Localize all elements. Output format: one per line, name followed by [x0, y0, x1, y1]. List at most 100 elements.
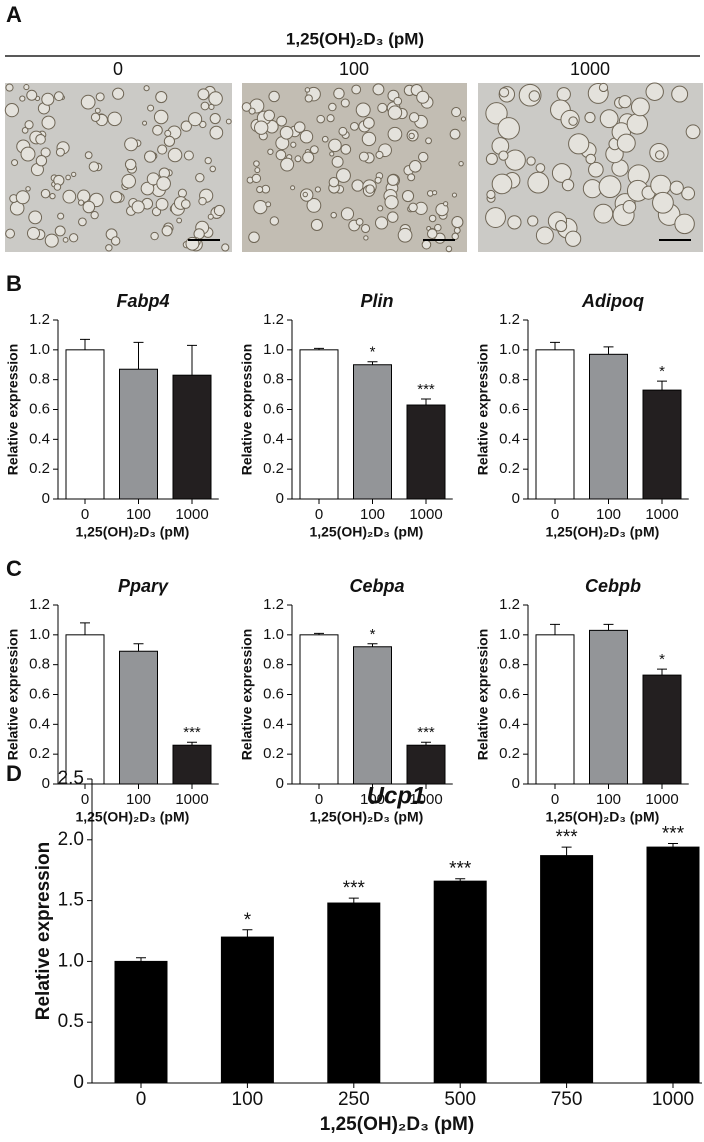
cell — [310, 145, 319, 154]
x-tick-label: 100 — [360, 791, 385, 808]
cell — [485, 207, 506, 228]
x-tick-label: 100 — [360, 506, 385, 523]
x-axis-label: 1,25(OH)₂D₃ (pM) — [75, 524, 189, 540]
cell — [275, 149, 287, 161]
cell — [669, 180, 684, 195]
cell — [598, 82, 609, 93]
cell — [225, 118, 232, 125]
chart-title: Ucp1 — [367, 782, 426, 809]
significance: * — [244, 910, 252, 931]
y-tick-label: 0.6 — [499, 400, 520, 417]
y-tick-label: 0.2 — [263, 460, 284, 477]
cell — [645, 82, 664, 101]
y-tick-label: 0 — [276, 775, 284, 792]
cell — [556, 87, 571, 102]
cell — [304, 87, 311, 93]
cell — [407, 173, 416, 182]
cell — [527, 171, 550, 194]
y-tick-label: 0 — [512, 775, 520, 792]
cell — [626, 113, 649, 135]
cell — [527, 215, 539, 227]
cell — [498, 150, 509, 161]
error-bar — [187, 741, 197, 746]
x-tick-label: 250 — [338, 1089, 370, 1110]
y-tick-label: 1.2 — [499, 596, 520, 613]
bar — [353, 646, 392, 785]
cell — [377, 205, 384, 212]
cell — [57, 212, 65, 220]
cell — [105, 244, 113, 252]
cell — [279, 125, 294, 140]
cell — [375, 216, 389, 230]
bar — [535, 634, 575, 785]
cell — [267, 148, 274, 155]
cell — [253, 200, 268, 215]
cell — [674, 213, 695, 235]
cell — [685, 124, 701, 140]
cell — [195, 172, 205, 183]
cell — [155, 197, 169, 211]
significance: *** — [556, 827, 579, 848]
cell — [584, 111, 596, 124]
cell — [361, 131, 377, 147]
bar — [642, 674, 682, 785]
error-bar — [133, 643, 144, 652]
cell — [110, 190, 123, 204]
x-axis-label: 1,25(OH)₂D₃ (pM) — [320, 1114, 474, 1135]
cell — [167, 147, 183, 163]
cell — [53, 91, 64, 102]
cell — [65, 174, 71, 181]
x-tick-label: 0 — [81, 506, 89, 523]
bar — [114, 960, 168, 1084]
y-tick-label: 1.5 — [58, 890, 84, 911]
cell — [355, 102, 371, 118]
cell — [209, 113, 221, 125]
chart-title: Plin — [360, 291, 393, 311]
x-tick-label: 1000 — [175, 791, 208, 808]
cell — [24, 120, 34, 130]
cell — [25, 186, 31, 192]
y-tick-label: 0.2 — [499, 745, 520, 762]
error-bar — [421, 741, 431, 746]
cell — [351, 179, 364, 192]
cell — [251, 173, 262, 184]
cell — [374, 176, 382, 184]
cell — [80, 94, 96, 110]
cell — [241, 102, 252, 112]
cell — [310, 218, 323, 232]
significance: * — [370, 626, 376, 643]
cell — [485, 102, 508, 125]
y-axis-label: Relative expression — [33, 842, 54, 1020]
cell — [321, 135, 329, 143]
x-tick-label: 1000 — [645, 506, 678, 523]
cell — [485, 152, 498, 165]
cell — [204, 156, 212, 165]
cell — [21, 127, 29, 134]
cell — [112, 87, 125, 100]
panel-label: B — [6, 271, 22, 296]
error-bar — [80, 338, 90, 350]
error-bar — [455, 878, 466, 882]
cell — [460, 116, 467, 122]
y-tick-label: 0 — [42, 775, 50, 792]
error-bar — [242, 929, 253, 938]
cell — [401, 189, 415, 203]
cell — [213, 204, 225, 217]
y-tick-label: 0 — [73, 1072, 84, 1093]
y-tick-label: 0 — [512, 490, 520, 507]
y-axis-label: Relative expression — [5, 344, 21, 476]
cell — [314, 186, 321, 193]
bar — [65, 349, 105, 500]
cell — [78, 217, 87, 227]
cell — [265, 201, 272, 208]
error-bar — [550, 623, 560, 635]
bar — [172, 744, 212, 785]
cell — [161, 225, 173, 237]
cell — [616, 133, 636, 153]
cell — [15, 190, 30, 205]
significance: *** — [183, 724, 201, 741]
cell — [107, 111, 122, 127]
cell — [326, 114, 335, 123]
y-tick-label: 0.2 — [29, 745, 50, 762]
cell — [330, 211, 337, 219]
